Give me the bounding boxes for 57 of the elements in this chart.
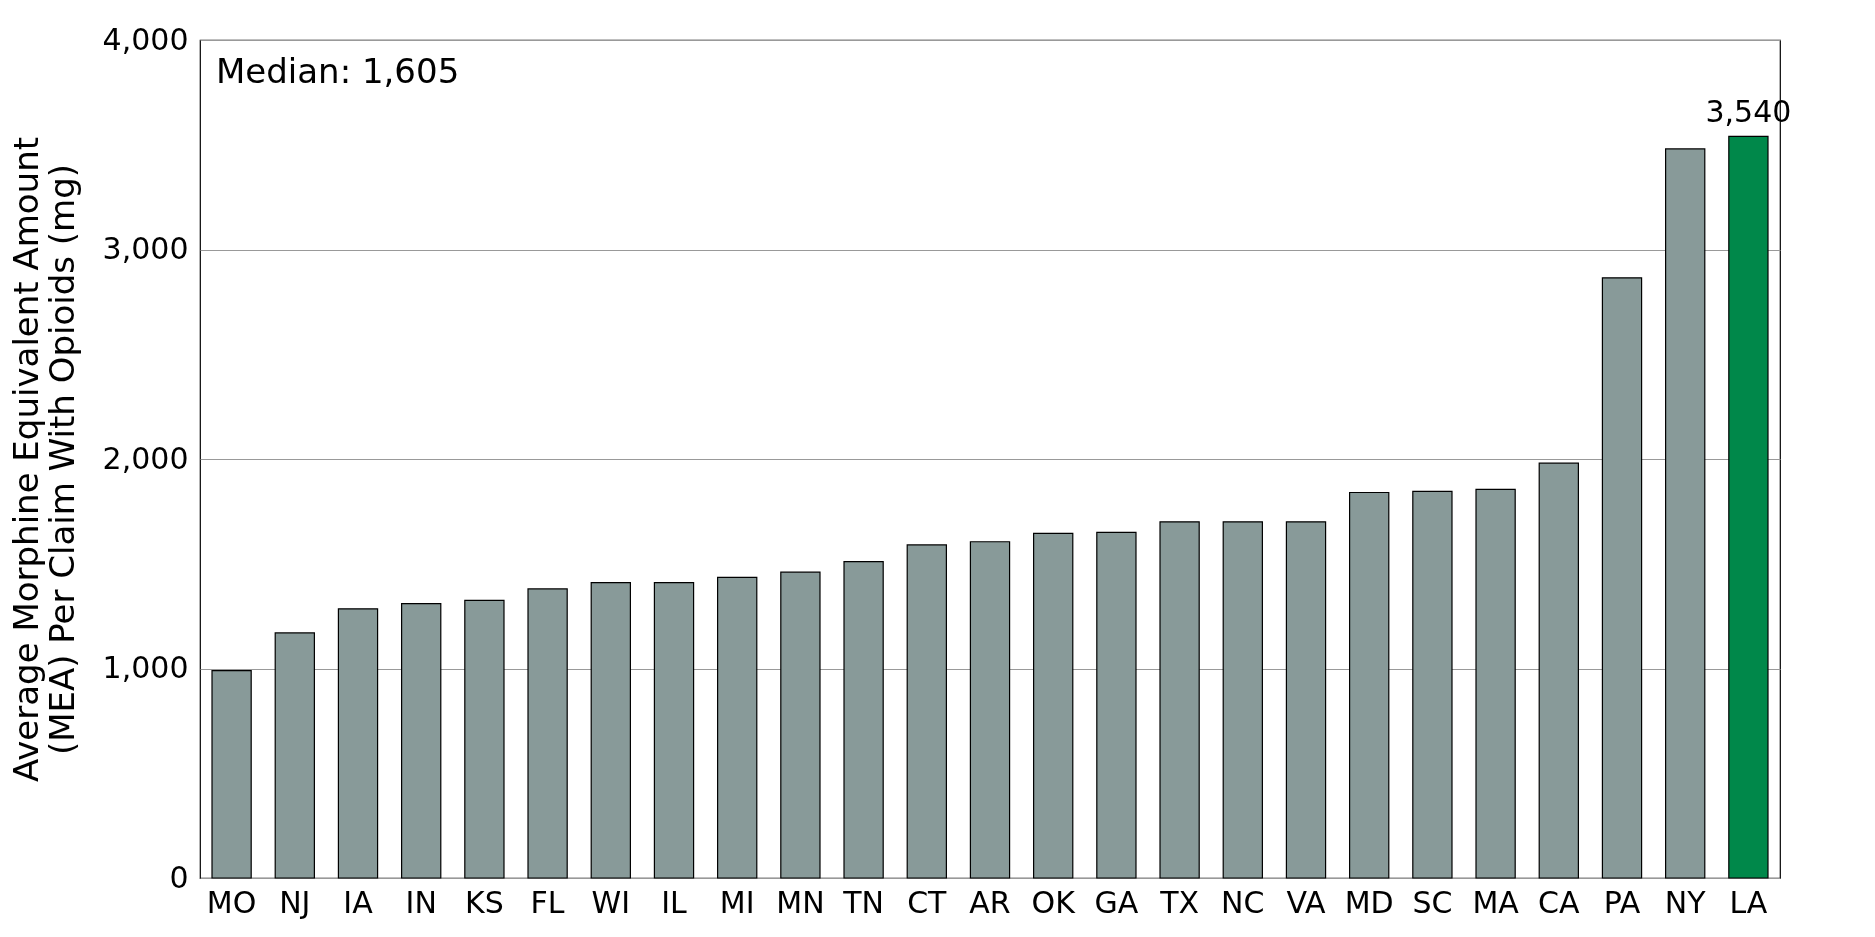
x-tick-label: PA [1603,884,1641,920]
x-tick-label: TN [842,884,884,920]
x-tick-label: NC [1221,884,1265,920]
x-tick-label: MA [1472,884,1520,920]
bar [653,582,695,879]
bar [1412,490,1453,879]
y-tick-label: 1,000 [102,650,189,685]
x-tick-label: WI [591,884,631,920]
bar [843,561,884,879]
bar [969,541,1011,879]
bar [1285,521,1327,879]
bar [527,588,568,879]
x-tick-label: CA [1538,884,1581,920]
bar [906,544,947,879]
bar [464,599,505,879]
bar [1665,148,1706,879]
x-tick-label: IL [661,884,688,920]
y-tick-label: 4,000 [102,21,189,57]
y-tick-label: 3,000 [102,231,189,266]
bar [780,571,821,879]
x-tick-label: KS [465,884,504,920]
bar [1096,531,1137,879]
bar [1033,532,1074,879]
y-axis-title: Average Morphine Equivalent Amount (MEA) Per Claim With Opioids (mg) [5,136,82,783]
x-tick-label: SC [1412,884,1453,920]
x-tick-label: MN [776,884,825,920]
bar [717,576,758,879]
y-tick-label: 0 [169,859,189,895]
bar [1349,491,1390,879]
x-tick-label: NY [1664,884,1707,920]
y-tick-label: 2,000 [102,440,189,476]
x-tick-label: GA [1094,884,1139,920]
x-tick-label: LA [1729,884,1768,920]
bar [274,632,315,879]
bar [590,582,631,879]
x-tick-label: MO [206,884,257,920]
x-tick-label: MI [719,884,755,920]
bar [1538,462,1579,879]
bar [211,669,252,879]
annotation: Median: 1,605 [216,51,460,91]
bar [1475,488,1516,879]
bar [1222,521,1263,879]
x-tick-label: OK [1031,884,1077,920]
bar [1728,135,1769,879]
x-tick-label: TX [1159,884,1200,920]
bar [401,602,442,879]
bar [1601,277,1643,879]
x-tick-label: IA [343,884,374,920]
x-tick-label: VA [1286,884,1327,920]
x-tick-label: MD [1344,884,1394,920]
bar [337,608,379,879]
x-tick-label: AR [969,884,1011,920]
x-tick-label: FL [530,884,565,920]
x-tick-label: CT [907,884,948,920]
x-tick-label: IN [405,884,437,920]
x-tick-label: NJ [279,884,311,920]
bar [1159,521,1200,879]
